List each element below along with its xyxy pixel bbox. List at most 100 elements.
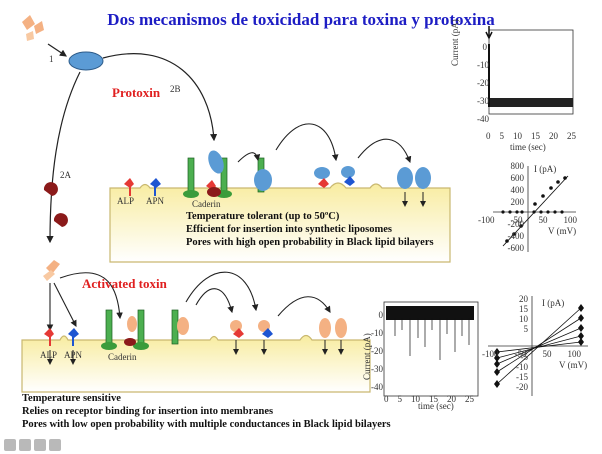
activated-toxin-icon: [43, 260, 60, 281]
iv-bottom-xticks: -100 -50 50 100: [482, 349, 581, 359]
ytick: 10: [519, 314, 528, 324]
iv-top-ylabel: I (pA): [534, 164, 557, 174]
protoxin-note: Temperature tolerant (up to 50ºC): [186, 211, 340, 222]
trace-bottom-plot: [383, 301, 479, 397]
ytick: 400: [510, 185, 525, 195]
ytick: 600: [510, 173, 525, 183]
xtick: 25: [567, 131, 576, 141]
alp-receptor-top: [124, 178, 134, 196]
protoxin-notes: Temperature tolerant (up to 50ºC) Effici…: [186, 210, 434, 249]
oligomer-top: [254, 157, 272, 193]
arrow-2a: [46, 71, 81, 244]
arrow-1: [47, 43, 67, 57]
toxin-note: Temperature sensitive: [22, 393, 121, 404]
trace-bottom-xlabel: time (sec): [418, 401, 454, 411]
trace-top-xlabel: time (sec): [510, 142, 546, 152]
xtick: 10: [513, 131, 522, 141]
ytick: -10: [516, 362, 528, 372]
solubilized-protoxin: [68, 51, 104, 71]
toxin-notes: Temperature sensitive Relies on receptor…: [22, 392, 391, 431]
trace-top-plot: [485, 26, 574, 115]
activated-arrows: [46, 272, 123, 332]
xtick: 5: [499, 131, 505, 141]
ytick: 5: [523, 324, 529, 334]
slide-nav: [4, 439, 61, 451]
ytick: -10: [371, 328, 383, 338]
ytick: -600: [507, 243, 525, 253]
ytick: 20: [519, 294, 528, 304]
step-2b-label: 2B: [170, 84, 181, 94]
ytick: 0: [378, 310, 384, 320]
ytick: -20: [477, 78, 489, 88]
caderin-label-top: Caderin: [192, 199, 221, 209]
xtick: -50: [510, 215, 523, 225]
protoxin-note: Pores with high open probability in Blac…: [186, 237, 434, 248]
arrow-2b: [102, 53, 218, 142]
crystal-icon: [22, 15, 44, 41]
pore-top: [397, 167, 431, 189]
prepore-top: [314, 166, 355, 188]
apn-label-top: APN: [146, 196, 165, 206]
ytick: -10: [477, 60, 489, 70]
iv-bottom-ylabel: I (pA): [542, 298, 565, 308]
pen-icon[interactable]: [19, 439, 31, 451]
trace-top-yticks: 0 -10 -20 -30 -40: [477, 38, 489, 128]
xtick: 100: [567, 349, 582, 359]
xtick: -100: [482, 349, 499, 359]
protoxin-note: Efficient for insertion into synthetic l…: [186, 224, 393, 235]
ytick: 15: [519, 304, 528, 314]
drop-arrows-bottom: [47, 340, 344, 365]
toxin-note: Pores with low open probability with mul…: [22, 419, 391, 430]
ytick: -200: [507, 219, 525, 229]
iv-bottom-xlabel: V (mV): [559, 360, 588, 370]
drop-arrows-top: [402, 192, 426, 207]
xtick: 0: [384, 394, 389, 404]
protoxin-label: Protoxin: [112, 85, 161, 100]
menu-icon[interactable]: [34, 439, 46, 451]
ytick: 800: [510, 161, 525, 171]
ytick: -15: [516, 372, 528, 382]
ytick: -40: [477, 114, 489, 124]
xtick: 50: [538, 215, 548, 225]
iv-bottom-yticks: 20 15 10 5: [512, 294, 528, 334]
iv-bottom-yticks-neg: -5 -10 -15 -20: [512, 352, 528, 392]
ytick: 200: [510, 197, 525, 207]
xtick: -100: [478, 215, 495, 225]
receptors-bottom: [44, 309, 347, 350]
page-title: Dos mecanismos de toxicidad para toxina …: [107, 10, 495, 29]
alp-label-bottom: ALP: [40, 350, 58, 360]
trace-bottom-yticks: 0 -10 -20 -30 -40: [371, 306, 383, 396]
step-2a-label: 2A: [60, 170, 71, 180]
xtick: 20: [447, 394, 456, 404]
apn-label-bottom: APN: [64, 350, 83, 360]
alp-label-top: ALP: [117, 196, 135, 206]
ytick: -400: [507, 231, 525, 241]
step-1-label: 1: [49, 54, 54, 64]
apn-receptor-top: [150, 178, 161, 196]
iv-top-yticks-neg: -200 -400 -600: [504, 218, 525, 254]
membrane-bottom: [21, 334, 371, 393]
ytick: -20: [516, 382, 528, 392]
iv-top-plot: [493, 166, 576, 252]
cadherin-receptor-top: [183, 150, 232, 198]
xtick: 25: [465, 394, 474, 404]
activated-toxin-label: Activated toxin: [82, 276, 167, 291]
ytick: -30: [371, 364, 383, 374]
ytick: -5: [520, 352, 529, 362]
ytick: -20: [371, 346, 383, 356]
ytick: -40: [371, 382, 383, 392]
flow-arrows-top: [237, 123, 412, 164]
toxin-note: Relies on receptor binding for insertion…: [22, 406, 274, 417]
xtick: 50: [542, 349, 552, 359]
protease-icon: [43, 182, 68, 227]
trace-top-xticks: 0 5 10 15 20 25: [486, 131, 576, 141]
xtick: 10: [411, 394, 420, 404]
caderin-label-bottom: Caderin: [108, 352, 137, 362]
ytick: 0: [482, 42, 488, 52]
next-slide-icon[interactable]: [49, 439, 61, 451]
trace-bottom-xticks: 0 5 10 15 20 25: [384, 394, 474, 404]
prev-slide-icon[interactable]: [4, 439, 16, 451]
xtick: 5: [397, 394, 403, 404]
iv-bottom-plot: [488, 296, 588, 396]
xtick: -50: [514, 349, 527, 359]
